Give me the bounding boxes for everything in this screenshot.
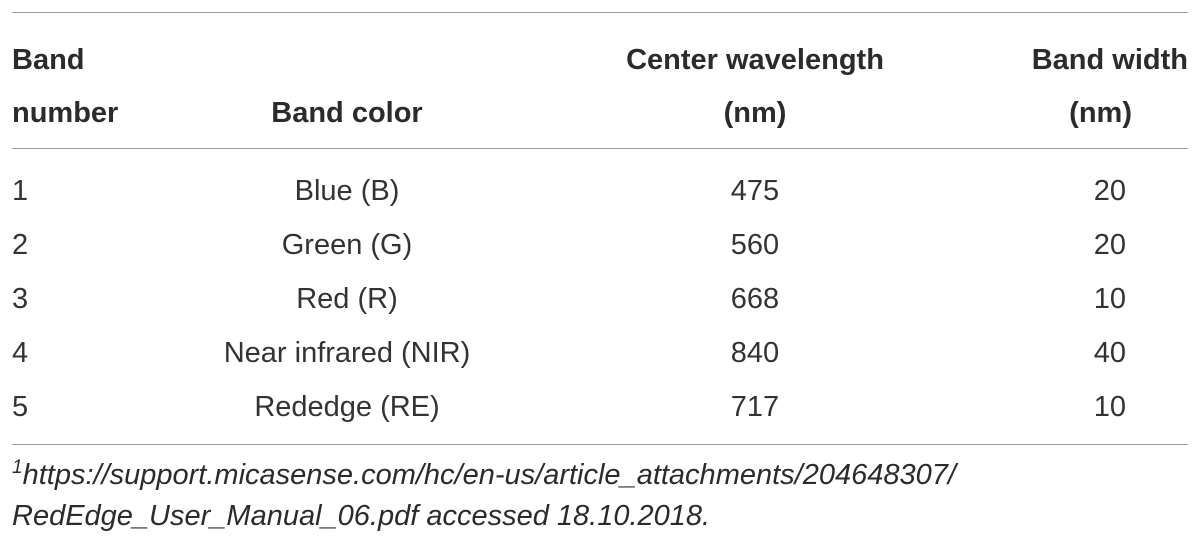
band-number-cell: 4 [12,337,29,369]
band-number-cell: 1 [12,175,29,207]
table-row: 5 Rededge (RE) 717 10 [12,380,1188,434]
table-row: 3 Red (R) 668 10 [12,272,1188,326]
table-footnote: 1https://support.micasense.com/hc/en-us/… [12,455,1188,537]
band-number-cell: 2 [12,229,29,261]
band-width-cell: 10 [1093,283,1126,315]
header-center-wavelength: Center wavelength (nm) [626,44,884,129]
center-wavelength-cell: 560 [730,229,780,261]
table-top-rule [12,12,1188,13]
band-color-cell: Red (R) [296,283,398,315]
band-number-cell: 3 [12,283,29,315]
band-table: Band number Band color Center wavelength… [12,20,1188,434]
band-width-cell: 20 [1093,175,1126,207]
table-bottom-rule [12,444,1188,445]
center-wavelength-cell: 840 [730,337,780,369]
band-number-cell: 5 [12,391,29,423]
center-wavelength-cell: 668 [730,283,780,315]
footnote-marker: 1 [12,457,23,478]
header-band-color: Band color [271,97,423,129]
table-row: 1 Blue (B) 475 20 [12,154,1188,218]
table-row: 2 Green (G) 560 20 [12,218,1188,272]
header-bottom-rule [12,148,1188,149]
band-color-cell: Green (G) [281,229,413,261]
band-color-cell: Near infrared (NIR) [223,337,471,369]
center-wavelength-cell: 475 [730,175,780,207]
footnote-line-2: RedEdge_User_Manual_06.pdf accessed 18.1… [12,500,711,532]
band-width-cell: 10 [1093,391,1126,423]
band-color-cell: Rededge (RE) [254,391,440,423]
band-width-cell: 20 [1093,229,1126,261]
header-band-number: Band number [12,44,119,129]
footnote-line-1: https://support.micasense.com/hc/en-us/a… [22,459,956,491]
table-row: 4 Near infrared (NIR) 840 40 [12,326,1188,380]
band-width-cell: 40 [1093,337,1126,369]
center-wavelength-cell: 717 [730,391,780,423]
table-header-row: Band number Band color Center wavelength… [12,20,1188,154]
header-band-width: Band width (nm) [1031,44,1188,129]
band-color-cell: Blue (B) [294,175,400,207]
